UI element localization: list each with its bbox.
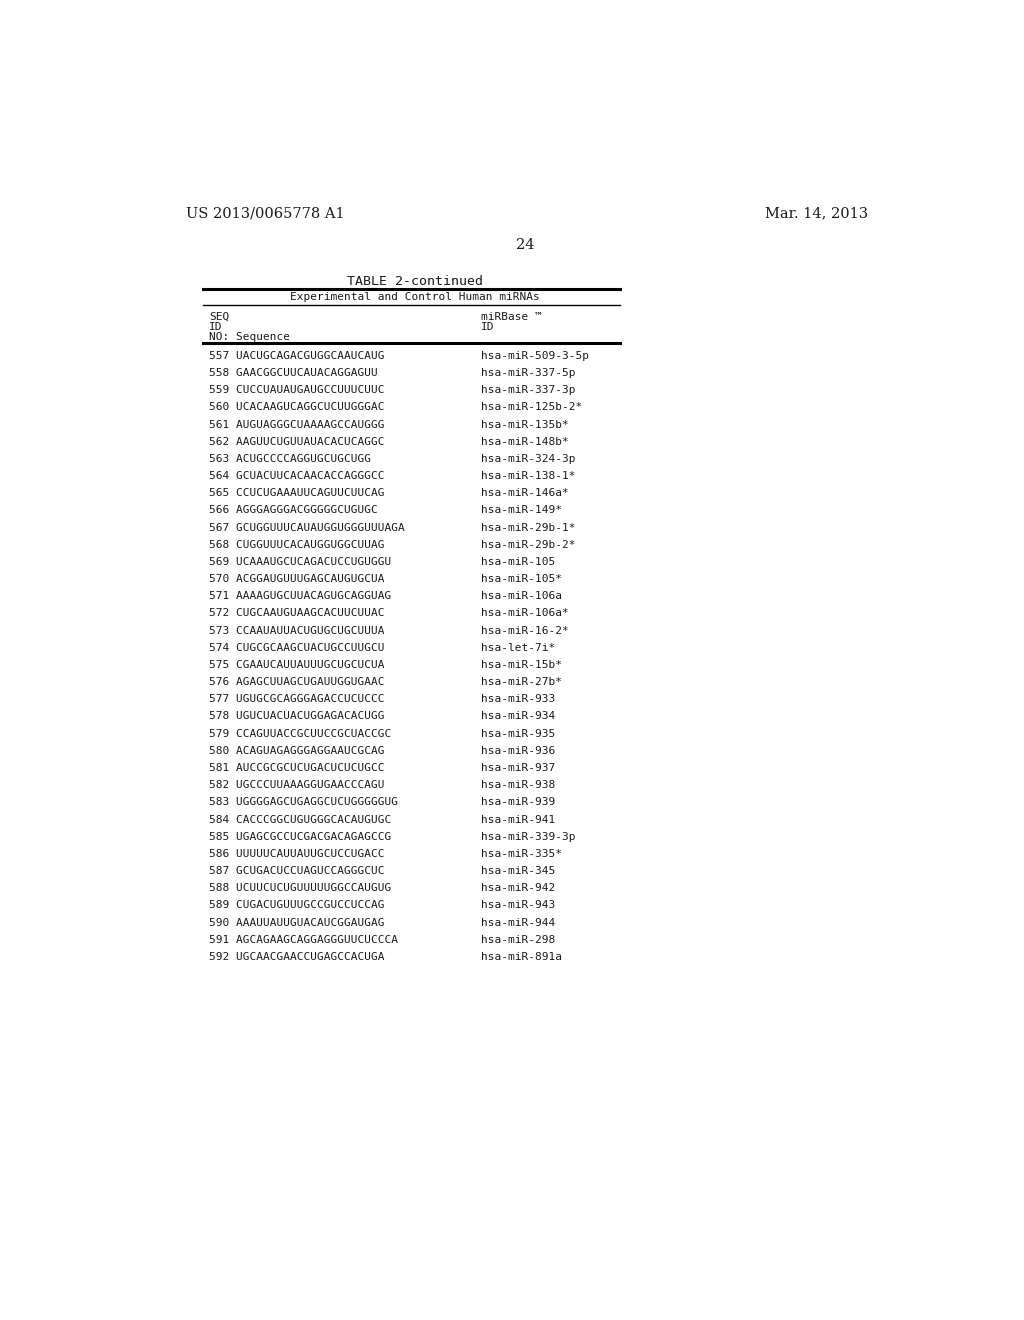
Text: 574 CUGCGCAAGCUACUGCCUUGCU: 574 CUGCGCAAGCUACUGCCUUGCU [209, 643, 385, 653]
Text: 570 ACGGAUGUUUGAGCAUGUGCUA: 570 ACGGAUGUUUGAGCAUGUGCUA [209, 574, 385, 585]
Text: hsa-miR-324-3p: hsa-miR-324-3p [480, 454, 575, 463]
Text: 582 UGCCCUUAAAGGUGAACCCAGU: 582 UGCCCUUAAAGGUGAACCCAGU [209, 780, 385, 791]
Text: 559 CUCCUAUAUGAUGCCUUUCUUC: 559 CUCCUAUAUGAUGCCUUUCUUC [209, 385, 385, 395]
Text: 557 UACUGCAGACGUGGCAAUCAUG: 557 UACUGCAGACGUGGCAAUCAUG [209, 351, 385, 360]
Text: hsa-miR-509-3-5p: hsa-miR-509-3-5p [480, 351, 589, 360]
Text: hsa-miR-938: hsa-miR-938 [480, 780, 555, 791]
Text: hsa-miR-148b*: hsa-miR-148b* [480, 437, 568, 446]
Text: 592 UGCAACGAACCUGAGCCACUGA: 592 UGCAACGAACCUGAGCCACUGA [209, 952, 385, 962]
Text: 577 UGUGCGCAGGGAGACCUCUCCC: 577 UGUGCGCAGGGAGACCUCUCCC [209, 694, 385, 705]
Text: hsa-miR-944: hsa-miR-944 [480, 917, 555, 928]
Text: 561 AUGUAGGGCUAAAAGCCAUGGG: 561 AUGUAGGGCUAAAAGCCAUGGG [209, 420, 385, 429]
Text: miRBase ™: miRBase ™ [480, 312, 542, 322]
Text: 558 GAACGGCUUCAUACAGGAGUU: 558 GAACGGCUUCAUACAGGAGUU [209, 368, 378, 378]
Text: hsa-miR-933: hsa-miR-933 [480, 694, 555, 705]
Text: hsa-miR-934: hsa-miR-934 [480, 711, 555, 722]
Text: 568 CUGGUUUCACAUGGUGGCUUAG: 568 CUGGUUUCACAUGGUGGCUUAG [209, 540, 385, 550]
Text: 569 UCAAAUGCUCAGACUCCUGUGGU: 569 UCAAAUGCUCAGACUCCUGUGGU [209, 557, 391, 568]
Text: 585 UGAGCGCCUCGACGACAGAGCCG: 585 UGAGCGCCUCGACGACAGAGCCG [209, 832, 391, 842]
Text: ID: ID [209, 322, 223, 331]
Text: hsa-miR-29b-2*: hsa-miR-29b-2* [480, 540, 575, 550]
Text: SEQ: SEQ [209, 312, 229, 322]
Text: 590 AAAUUAUUGUACAUCGGAUGAG: 590 AAAUUAUUGUACAUCGGAUGAG [209, 917, 385, 928]
Text: 573 CCAAUAUUACUGUGCUGCUUUA: 573 CCAAUAUUACUGUGCUGCUUUA [209, 626, 385, 636]
Text: ID: ID [480, 322, 495, 331]
Text: 562 AAGUUCUGUUAUACACUCAGGC: 562 AAGUUCUGUUAUACACUCAGGC [209, 437, 385, 446]
Text: hsa-miR-27b*: hsa-miR-27b* [480, 677, 561, 688]
Text: hsa-miR-146a*: hsa-miR-146a* [480, 488, 568, 498]
Text: hsa-miR-941: hsa-miR-941 [480, 814, 555, 825]
Text: US 2013/0065778 A1: US 2013/0065778 A1 [186, 206, 345, 220]
Text: 588 UCUUCUCUGUUUUUGGCCAUGUG: 588 UCUUCUCUGUUUUUGGCCAUGUG [209, 883, 391, 894]
Text: hsa-miR-335*: hsa-miR-335* [480, 849, 561, 859]
Text: hsa-miR-16-2*: hsa-miR-16-2* [480, 626, 568, 636]
Text: hsa-miR-138-1*: hsa-miR-138-1* [480, 471, 575, 480]
Text: hsa-miR-298: hsa-miR-298 [480, 935, 555, 945]
Text: 580 ACAGUAGAGGGAGGAAUCGCAG: 580 ACAGUAGAGGGAGGAAUCGCAG [209, 746, 385, 756]
Text: hsa-miR-105*: hsa-miR-105* [480, 574, 561, 585]
Text: hsa-miR-15b*: hsa-miR-15b* [480, 660, 561, 671]
Text: 578 UGUCUACUACUGGAGACACUGG: 578 UGUCUACUACUGGAGACACUGG [209, 711, 385, 722]
Text: 560 UCACAAGUCAGGCUCUUGGGAC: 560 UCACAAGUCAGGCUCUUGGGAC [209, 403, 385, 412]
Text: 591 AGCAGAAGCAGGAGGGUUCUCCCA: 591 AGCAGAAGCAGGAGGGUUCUCCCA [209, 935, 398, 945]
Text: 567 GCUGGUUUCAUAUGGUGGGUUUAGA: 567 GCUGGUUUCAUAUGGUGGGUUUAGA [209, 523, 406, 532]
Text: 576 AGAGCUUAGCUGAUUGGUGAAC: 576 AGAGCUUAGCUGAUUGGUGAAC [209, 677, 385, 688]
Text: hsa-let-7i*: hsa-let-7i* [480, 643, 555, 653]
Text: hsa-miR-935: hsa-miR-935 [480, 729, 555, 739]
Text: 565 CCUCUGAAAUUCAGUUCUUCAG: 565 CCUCUGAAAUUCAGUUCUUCAG [209, 488, 385, 498]
Text: hsa-miR-106a: hsa-miR-106a [480, 591, 561, 602]
Text: hsa-miR-339-3p: hsa-miR-339-3p [480, 832, 575, 842]
Text: 564 GCUACUUCACAACACCAGGGCC: 564 GCUACUUCACAACACCAGGGCC [209, 471, 385, 480]
Text: hsa-miR-942: hsa-miR-942 [480, 883, 555, 894]
Text: 579 CCAGUUACCGCUUCCGCUACCGC: 579 CCAGUUACCGCUUCCGCUACCGC [209, 729, 391, 739]
Text: hsa-miR-891a: hsa-miR-891a [480, 952, 561, 962]
Text: hsa-miR-106a*: hsa-miR-106a* [480, 609, 568, 619]
Text: TABLE 2-continued: TABLE 2-continued [347, 276, 482, 289]
Text: 589 CUGACUGUUUGCCGUCCUCCAG: 589 CUGACUGUUUGCCGUCCUCCAG [209, 900, 385, 911]
Text: Mar. 14, 2013: Mar. 14, 2013 [765, 206, 868, 220]
Text: hsa-miR-337-3p: hsa-miR-337-3p [480, 385, 575, 395]
Text: hsa-miR-943: hsa-miR-943 [480, 900, 555, 911]
Text: hsa-miR-937: hsa-miR-937 [480, 763, 555, 774]
Text: hsa-miR-135b*: hsa-miR-135b* [480, 420, 568, 429]
Text: 571 AAAAGUGCUUACAGUGCAGGUAG: 571 AAAAGUGCUUACAGUGCAGGUAG [209, 591, 391, 602]
Text: 566 AGGGAGGGACGGGGGCUGUGC: 566 AGGGAGGGACGGGGGCUGUGC [209, 506, 378, 515]
Text: 575 CGAAUCAUUAUUUGCUGCUCUA: 575 CGAAUCAUUAUUUGCUGCUCUA [209, 660, 385, 671]
Text: hsa-miR-149*: hsa-miR-149* [480, 506, 561, 515]
Text: 586 UUUUUCAUUAUUGCUCCUGACC: 586 UUUUUCAUUAUUGCUCCUGACC [209, 849, 385, 859]
Text: hsa-miR-939: hsa-miR-939 [480, 797, 555, 808]
Text: hsa-miR-29b-1*: hsa-miR-29b-1* [480, 523, 575, 532]
Text: 563 ACUGCCCCAGGUGCUGCUGG: 563 ACUGCCCCAGGUGCUGCUGG [209, 454, 372, 463]
Text: Experimental and Control Human miRNAs: Experimental and Control Human miRNAs [290, 293, 540, 302]
Text: hsa-miR-337-5p: hsa-miR-337-5p [480, 368, 575, 378]
Text: 24: 24 [515, 239, 535, 252]
Text: 572 CUGCAAUGUAAGCACUUCUUAC: 572 CUGCAAUGUAAGCACUUCUUAC [209, 609, 385, 619]
Text: hsa-miR-345: hsa-miR-345 [480, 866, 555, 876]
Text: hsa-miR-125b-2*: hsa-miR-125b-2* [480, 403, 582, 412]
Text: 584 CACCCGGCUGUGGGCACAUGUGC: 584 CACCCGGCUGUGGGCACAUGUGC [209, 814, 391, 825]
Text: 583 UGGGGAGCUGAGGCUCUGGGGGUG: 583 UGGGGAGCUGAGGCUCUGGGGGUG [209, 797, 398, 808]
Text: 587 GCUGACUCCUAGUCCAGGGCUC: 587 GCUGACUCCUAGUCCAGGGCUC [209, 866, 385, 876]
Text: hsa-miR-105: hsa-miR-105 [480, 557, 555, 568]
Text: NO: Sequence: NO: Sequence [209, 331, 291, 342]
Text: 581 AUCCGCGCUCUGACUCUCUGCC: 581 AUCCGCGCUCUGACUCUCUGCC [209, 763, 385, 774]
Text: hsa-miR-936: hsa-miR-936 [480, 746, 555, 756]
